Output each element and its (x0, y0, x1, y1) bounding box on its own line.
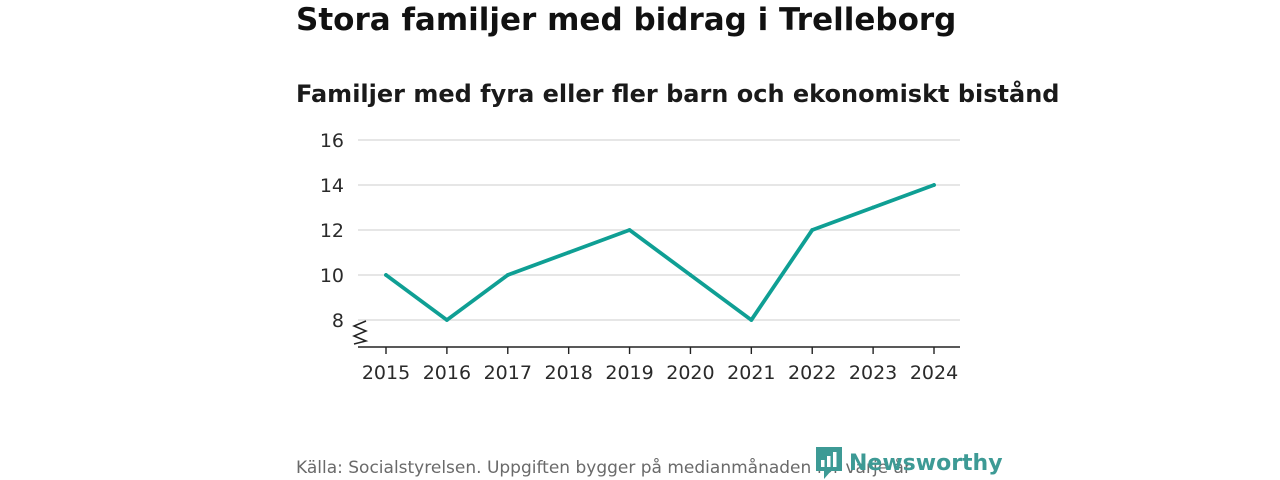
x-tick-label-2023: 2023 (849, 362, 897, 384)
data-point-2020 (688, 273, 693, 277)
data-point-2023 (871, 205, 876, 210)
data-point-2022 (810, 228, 815, 232)
line-chart: 8 10 12 14 16 2015 2016 2017 2018 2019 2020 2021 202… (320, 130, 960, 384)
x-tick-label-2021: 2021 (727, 362, 775, 384)
y-tick-label-12: 12 (320, 220, 344, 242)
x-tick-label-2018: 2018 (544, 362, 592, 384)
data-point-2016 (444, 318, 449, 322)
x-tick-label-2020: 2020 (666, 362, 714, 384)
y-tick-label-14: 14 (320, 175, 344, 197)
bar-chart-badge-icon (816, 447, 842, 479)
data-point-2019 (627, 228, 632, 232)
x-tick-label-2019: 2019 (605, 362, 653, 384)
y-tick-label-8: 8 (332, 310, 344, 332)
y-tick-label-10: 10 (320, 265, 344, 287)
y-axis-break-icon (352, 320, 369, 345)
brand-logo: Newsworthy (815, 446, 1003, 480)
x-tick-label-2024: 2024 (910, 362, 958, 384)
series-line-0 (384, 183, 936, 322)
data-point-2024 (932, 183, 936, 187)
x-tick-label-2022: 2022 (788, 362, 836, 384)
data-point-2017 (505, 273, 510, 277)
chart-subtitle: Familjer med fyra eller fler barn och ek… (296, 80, 1060, 108)
y-tick-label-16: 16 (320, 130, 344, 152)
data-point-2018 (566, 250, 571, 255)
data-point-2015 (384, 273, 388, 277)
gridlines (358, 139, 960, 321)
x-tick-label-2016: 2016 (423, 362, 471, 384)
tick-labels: 8 10 12 14 16 2015 2016 2017 2018 2019 2020 2021 202… (320, 130, 958, 384)
brand-name: Newsworthy (849, 450, 1003, 476)
data-point-2021 (749, 318, 754, 322)
source-note: Källa: Socialstyrelsen. Uppgiften bygger… (296, 458, 911, 478)
chart-title: Stora familjer med bidrag i Trelleborg (296, 2, 957, 38)
series (384, 183, 936, 322)
axes (352, 320, 960, 354)
x-tick-label-2015: 2015 (362, 362, 410, 384)
x-tick-label-2017: 2017 (484, 362, 532, 384)
